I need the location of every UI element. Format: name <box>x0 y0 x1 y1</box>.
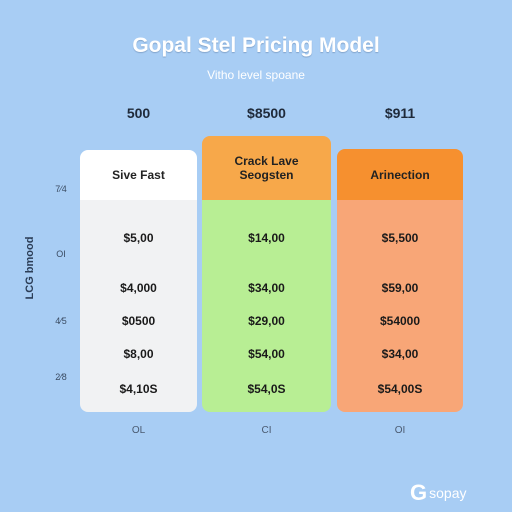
header-line: Arinection <box>370 167 430 182</box>
column-body <box>202 200 331 412</box>
price: $54,00S <box>377 382 423 396</box>
price: $5,00 <box>123 231 154 245</box>
price: $59,00 <box>381 281 419 295</box>
column-footer: CI <box>261 425 272 436</box>
header-line: Seogsten <box>239 168 294 182</box>
top-price: 500 <box>126 105 151 121</box>
column-header: Sive Fast <box>80 150 197 200</box>
price: $54000 <box>379 314 421 328</box>
side-title: LCG bmood <box>24 236 36 300</box>
price: $4,000 <box>120 281 157 295</box>
top-price: $8500 <box>247 105 286 121</box>
price: $54,00 <box>248 347 285 361</box>
side-label: 4⁄5 <box>55 316 67 326</box>
column-header: Arinection <box>337 149 463 200</box>
column-header: Crack Lave Seogsten <box>202 136 331 200</box>
column-footer: OI <box>394 425 406 436</box>
subtitle: Vitho level spoane <box>207 68 305 82</box>
price: $14,00 <box>248 231 285 245</box>
price: $54,0S <box>247 382 286 396</box>
top-price: $911 <box>384 105 416 121</box>
title: Gopal Stel Pricing Model <box>132 34 380 57</box>
price: $8,00 <box>123 347 154 361</box>
side-label: 7⁄4 <box>55 184 67 194</box>
price: $0500 <box>121 314 156 328</box>
price: $34,00 <box>248 281 285 295</box>
column-footer: OL <box>131 425 146 436</box>
column-body <box>80 200 197 412</box>
side-label: 2⁄8 <box>55 372 67 382</box>
logo-text: sopay <box>429 485 467 501</box>
column-body <box>337 200 463 412</box>
side-label: OI <box>56 249 66 259</box>
header-line: Crack Lave <box>234 154 299 168</box>
price: $34,00 <box>381 347 419 361</box>
price: $5,500 <box>381 231 419 245</box>
price: $4,10S <box>119 382 158 396</box>
price: $29,00 <box>248 314 285 328</box>
header-line: Sive Fast <box>112 168 165 182</box>
